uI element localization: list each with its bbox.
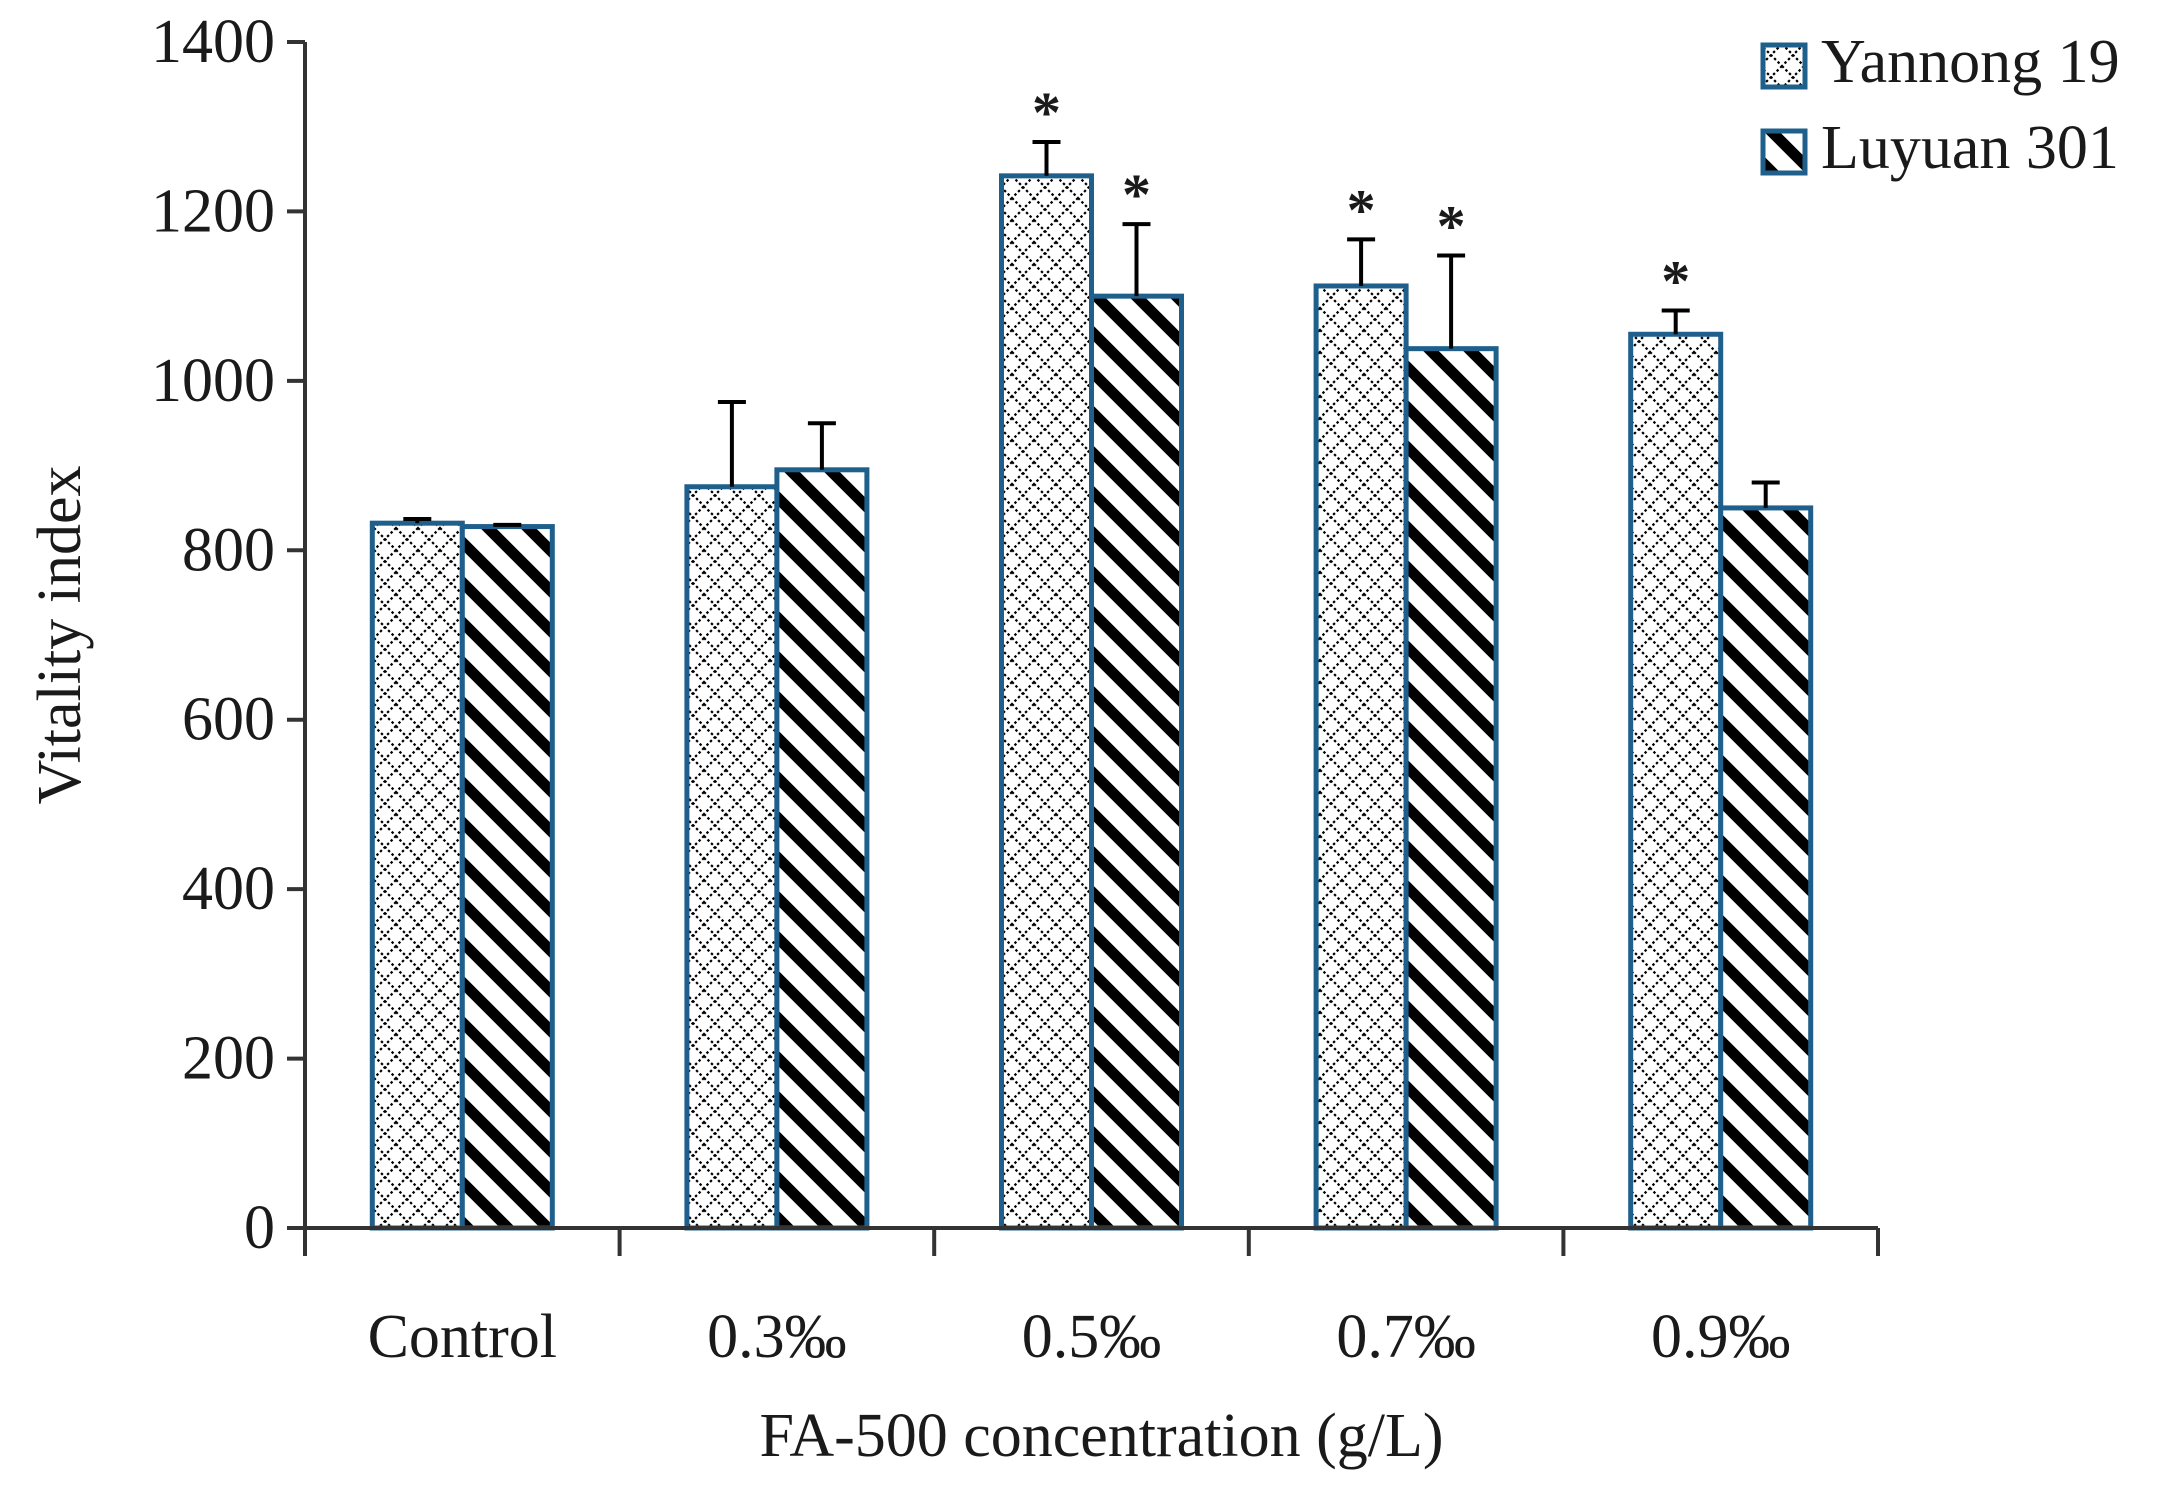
significance-marker: *: [1437, 193, 1466, 258]
bar-yannong-19-0: [369, 520, 465, 1231]
legend-swatch-luyuan-301: [1760, 128, 1808, 176]
significance-marker: *: [1032, 80, 1061, 145]
bar-luyuan-301-0: [459, 524, 555, 1231]
legend-swatch-yannong-19: [1760, 42, 1808, 90]
bars-layer: [369, 173, 1814, 1231]
bar-luyuan-301-2: [1089, 293, 1184, 1231]
y-tick-label: 200: [182, 1025, 275, 1093]
y-tick-label: 1000: [151, 347, 275, 415]
x-tick-label: 0.3‰: [707, 1303, 847, 1371]
legend-label: Yannong 19: [1821, 28, 2120, 96]
y-tick-label: 1200: [151, 177, 275, 245]
significance-marker: *: [1661, 249, 1690, 314]
bar-luyuan-301-1: [774, 467, 870, 1231]
significance-marker: *: [1347, 177, 1376, 242]
bar-luyuan-301-4: [1718, 505, 1814, 1231]
y-tick-label: 0: [244, 1194, 275, 1262]
x-tick-label: 0.5‰: [1022, 1303, 1162, 1371]
y-tick-label: 1400: [151, 8, 275, 76]
y-axis-title: Vitality index: [26, 466, 94, 805]
y-tick-label: 800: [182, 516, 275, 584]
bar-luyuan-301-3: [1403, 346, 1499, 1231]
axes-layer: [287, 40, 1880, 1256]
x-tick-label: Control: [368, 1303, 557, 1371]
bar-yannong-19-4: [1628, 331, 1724, 1231]
legend-label: Luyuan 301: [1821, 114, 2119, 182]
x-tick-label: 0.7‰: [1336, 1303, 1476, 1371]
y-tick-label: 600: [182, 686, 275, 754]
bar-yannong-19-3: [1313, 283, 1409, 1231]
labels-layer: * * * * * 0 200 400 600 800 1000 1200 1400 Control 0.3…: [26, 8, 1790, 1470]
legend: Yannong 19 Luyuan 301: [1760, 28, 2120, 182]
y-tick-label: 400: [182, 855, 275, 923]
x-tick-label: 0.9‰: [1651, 1303, 1791, 1371]
bar-yannong-19-1: [684, 484, 780, 1231]
error-bars-layer: [403, 139, 1780, 527]
bar-yannong-19-2: [999, 173, 1094, 1231]
x-axis-title: FA-500 concentration (g/L): [759, 1402, 1443, 1470]
significance-marker: *: [1122, 162, 1151, 227]
